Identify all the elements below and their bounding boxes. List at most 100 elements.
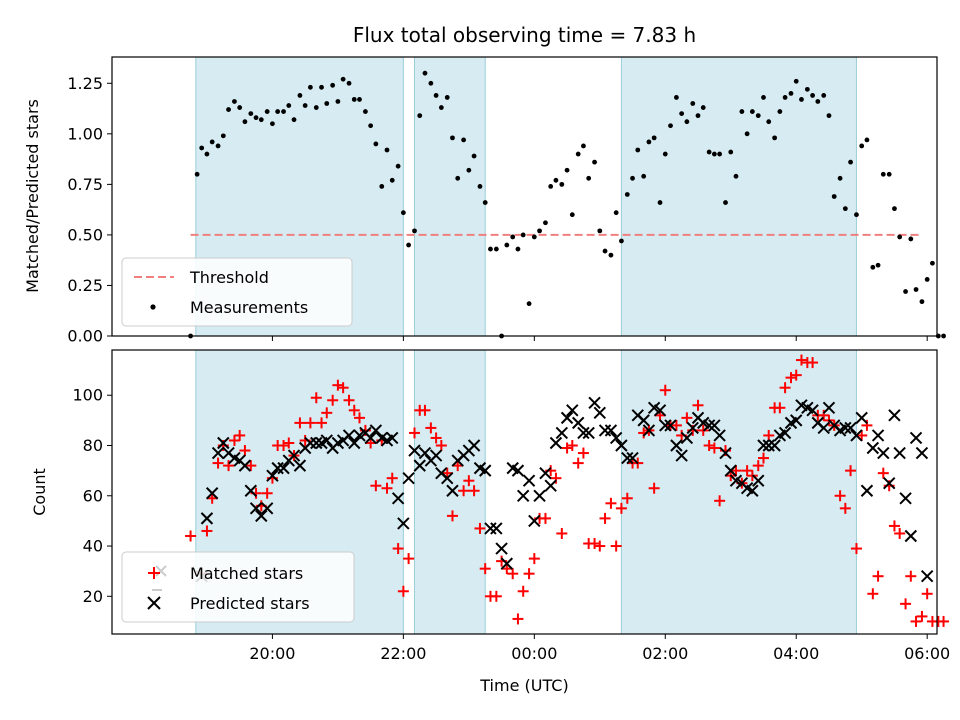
measurement-point (728, 149, 734, 155)
matched-star-point (867, 588, 879, 600)
matched-star-point (278, 440, 290, 452)
predicted-star-point (626, 451, 639, 465)
matched-star-point (370, 480, 382, 492)
predicted-star-point (844, 421, 857, 435)
measurement-point (662, 151, 668, 157)
predicted-star-point (817, 421, 830, 435)
measurement-point (215, 143, 221, 149)
measurement-point (854, 212, 859, 218)
predicted-star-point (752, 474, 765, 487)
measurement-point (749, 109, 755, 114)
measurement-point (466, 167, 472, 173)
predicted-star-point (441, 471, 454, 485)
measurement-point (232, 99, 237, 104)
matched-star-point (228, 434, 240, 446)
x-axis-label: Time (UTC) (479, 676, 568, 695)
top-y-tick-label: 1.00 (67, 124, 103, 143)
predicted-star-point (516, 489, 530, 502)
predicted-star-point (566, 404, 579, 417)
measurement-point (892, 206, 897, 212)
predicted-star-point (555, 426, 569, 440)
matched-star-point (708, 442, 720, 454)
matched-star-point (419, 404, 431, 416)
predicted-star-point (719, 446, 732, 460)
matched-star-point (910, 615, 922, 627)
matched-star-point (479, 563, 491, 575)
predicted-star-point (593, 406, 607, 420)
matched-star-point (490, 590, 502, 602)
predicted-star-point (271, 461, 284, 475)
matched-star-point (446, 510, 458, 522)
predicted-star-point (467, 439, 481, 452)
predicted-star-point (577, 426, 590, 440)
measurement-point (286, 103, 292, 108)
measurement-point (826, 113, 832, 119)
matched-star-point (512, 613, 524, 625)
predicted-star-point (560, 411, 574, 425)
matched-star-point (648, 482, 660, 494)
measurement-point (307, 84, 313, 90)
measurement-point (700, 105, 706, 110)
predicted-star-point (615, 439, 628, 452)
measurement-point (608, 252, 614, 258)
measurement-point (810, 93, 815, 98)
matched-star-point (834, 490, 846, 502)
predicted-star-point (429, 449, 443, 462)
matched-star-point (845, 465, 857, 477)
predicted-star-point (249, 502, 263, 515)
matched-star-point (938, 615, 950, 627)
matched-star-point (856, 429, 868, 441)
measurement-point (438, 105, 444, 110)
matched-star-point (517, 585, 529, 597)
measurement-point (723, 200, 728, 205)
predicted-star-point (479, 464, 492, 477)
matched-star-point (354, 412, 365, 424)
measurement-point (330, 82, 336, 88)
measurement-point (297, 93, 303, 98)
predicted-star-point (860, 484, 874, 497)
measurement-point (422, 70, 428, 76)
measurement-point (194, 171, 200, 177)
bottom-legend-box (121, 551, 355, 623)
matched-star-point (774, 402, 786, 414)
x-tick-label: 02:00 (642, 644, 688, 663)
measurement-point (362, 109, 368, 114)
top-shaded-region (414, 56, 486, 337)
matched-star-point (523, 568, 535, 580)
measurement-point (564, 167, 570, 173)
matched-star-point (790, 369, 802, 381)
predicted-star-point (888, 409, 901, 422)
measurement-point (526, 301, 532, 307)
matched-star-point (670, 419, 682, 431)
predicted-star-point (609, 431, 623, 445)
measurement-point (624, 192, 630, 197)
measurement-point (417, 113, 423, 119)
matched-star-point (321, 407, 333, 419)
x-tick-label: 00:00 (511, 644, 557, 663)
matched-star-point (894, 527, 906, 539)
predicted-star-point (822, 401, 836, 415)
predicted-star-point (893, 446, 906, 460)
measurement-point (510, 234, 516, 240)
predicted-star-point (909, 431, 923, 445)
matched-star-point (556, 527, 568, 539)
measurement-point (379, 183, 385, 189)
predicted-star-point (604, 424, 618, 437)
measurement-point (684, 119, 690, 125)
predicted-star-point (539, 466, 552, 480)
matched-star-point (327, 394, 339, 406)
predicted-star-point (386, 431, 399, 445)
measurement-point (515, 246, 521, 252)
measurement-point (569, 212, 575, 218)
measurement-point (908, 236, 914, 242)
measurement-point (646, 139, 652, 145)
measurement-point (412, 228, 417, 234)
matched-star-point (458, 485, 470, 497)
measurement-point (630, 175, 635, 181)
predicted-star-point (533, 489, 546, 502)
predicted-star-point (205, 487, 219, 500)
measurement-point (870, 264, 876, 270)
measurement-point (848, 159, 853, 165)
matched-star-point (561, 442, 573, 454)
matched-star-point (577, 447, 589, 459)
